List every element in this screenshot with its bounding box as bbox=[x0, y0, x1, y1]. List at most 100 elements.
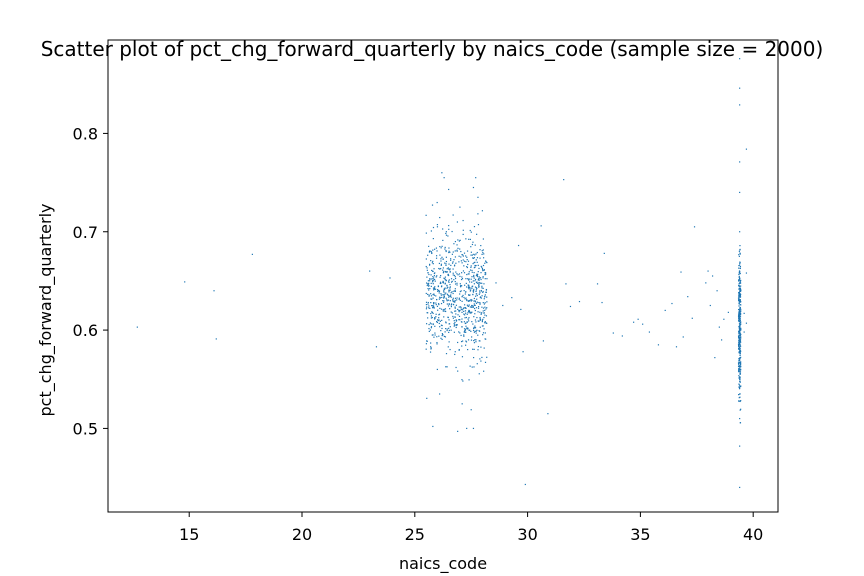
data-point bbox=[213, 290, 215, 292]
data-point bbox=[474, 327, 476, 329]
data-point bbox=[465, 282, 467, 284]
data-point bbox=[479, 326, 481, 328]
data-point bbox=[446, 268, 448, 270]
data-point bbox=[739, 347, 741, 349]
data-point bbox=[475, 302, 478, 304]
data-point bbox=[461, 356, 464, 358]
data-point bbox=[466, 266, 468, 268]
data-point bbox=[467, 305, 469, 307]
data-point bbox=[476, 294, 478, 297]
y-axis: 0.5 0.6 0.7 0.8 bbox=[73, 124, 108, 438]
data-point bbox=[738, 294, 740, 296]
data-point bbox=[738, 375, 740, 377]
data-point bbox=[738, 361, 740, 363]
data-point bbox=[433, 318, 436, 320]
data-point bbox=[471, 271, 473, 273]
data-point bbox=[430, 274, 432, 276]
data-point bbox=[445, 280, 447, 282]
data-point bbox=[478, 279, 480, 281]
data-point bbox=[462, 294, 464, 297]
data-point bbox=[739, 338, 741, 340]
data-point bbox=[430, 342, 432, 344]
data-point bbox=[442, 258, 444, 260]
data-point bbox=[427, 254, 429, 256]
data-point bbox=[482, 276, 484, 278]
data-point bbox=[478, 340, 480, 342]
data-point bbox=[477, 275, 479, 278]
data-point bbox=[454, 256, 457, 258]
data-point bbox=[482, 249, 484, 251]
data-point bbox=[473, 356, 475, 359]
data-point bbox=[739, 377, 741, 379]
data-point bbox=[468, 273, 470, 275]
data-point bbox=[425, 265, 427, 268]
data-point bbox=[459, 332, 461, 334]
data-point bbox=[464, 314, 466, 316]
data-point bbox=[440, 337, 442, 339]
data-point bbox=[433, 289, 435, 291]
data-point bbox=[737, 343, 740, 346]
data-point bbox=[428, 245, 430, 247]
data-point bbox=[461, 309, 463, 311]
data-point bbox=[434, 334, 436, 336]
data-point bbox=[737, 371, 740, 373]
data-point bbox=[467, 300, 470, 302]
data-point bbox=[642, 323, 644, 325]
data-point bbox=[375, 346, 378, 348]
data-point bbox=[428, 284, 430, 287]
data-point bbox=[436, 341, 438, 344]
data-point bbox=[448, 296, 450, 298]
data-point bbox=[481, 210, 484, 212]
data-point bbox=[440, 267, 442, 270]
data-point bbox=[215, 338, 217, 340]
data-point bbox=[738, 377, 740, 379]
data-point bbox=[438, 298, 440, 300]
data-point bbox=[440, 275, 442, 277]
data-point bbox=[740, 366, 742, 368]
data-point bbox=[438, 314, 440, 316]
data-point bbox=[738, 332, 740, 334]
data-point bbox=[739, 364, 742, 366]
data-point bbox=[460, 285, 462, 287]
data-point bbox=[430, 298, 432, 300]
data-point bbox=[477, 271, 479, 273]
data-point bbox=[440, 330, 442, 332]
data-point bbox=[739, 279, 741, 281]
data-point bbox=[442, 272, 445, 274]
data-point bbox=[502, 304, 504, 307]
data-point bbox=[479, 311, 481, 313]
data-point bbox=[456, 273, 458, 275]
data-point bbox=[441, 334, 443, 337]
data-point bbox=[438, 292, 440, 294]
data-point bbox=[739, 329, 741, 331]
data-point bbox=[466, 321, 468, 323]
data-point bbox=[439, 393, 441, 395]
data-point bbox=[447, 274, 450, 277]
x-tick-label: 15 bbox=[179, 525, 199, 544]
data-point bbox=[484, 314, 486, 316]
data-point bbox=[738, 273, 740, 276]
data-point bbox=[484, 309, 486, 312]
data-point bbox=[435, 295, 437, 297]
x-tick-label: 25 bbox=[405, 525, 425, 544]
data-point bbox=[740, 327, 742, 329]
data-point bbox=[478, 282, 480, 284]
data-point bbox=[445, 366, 447, 368]
data-point bbox=[738, 327, 740, 329]
data-point bbox=[454, 297, 457, 299]
data-point bbox=[739, 58, 741, 60]
data-point bbox=[454, 250, 456, 252]
data-point bbox=[459, 290, 461, 293]
data-point bbox=[454, 290, 456, 292]
data-point bbox=[481, 320, 483, 322]
data-point bbox=[465, 341, 468, 343]
data-point bbox=[470, 265, 472, 267]
data-point bbox=[738, 298, 740, 300]
data-point bbox=[480, 346, 482, 348]
data-point bbox=[739, 339, 742, 341]
data-point bbox=[448, 329, 450, 332]
data-point bbox=[429, 278, 431, 280]
data-point bbox=[453, 243, 455, 245]
data-point bbox=[476, 316, 478, 319]
data-point bbox=[482, 238, 484, 240]
